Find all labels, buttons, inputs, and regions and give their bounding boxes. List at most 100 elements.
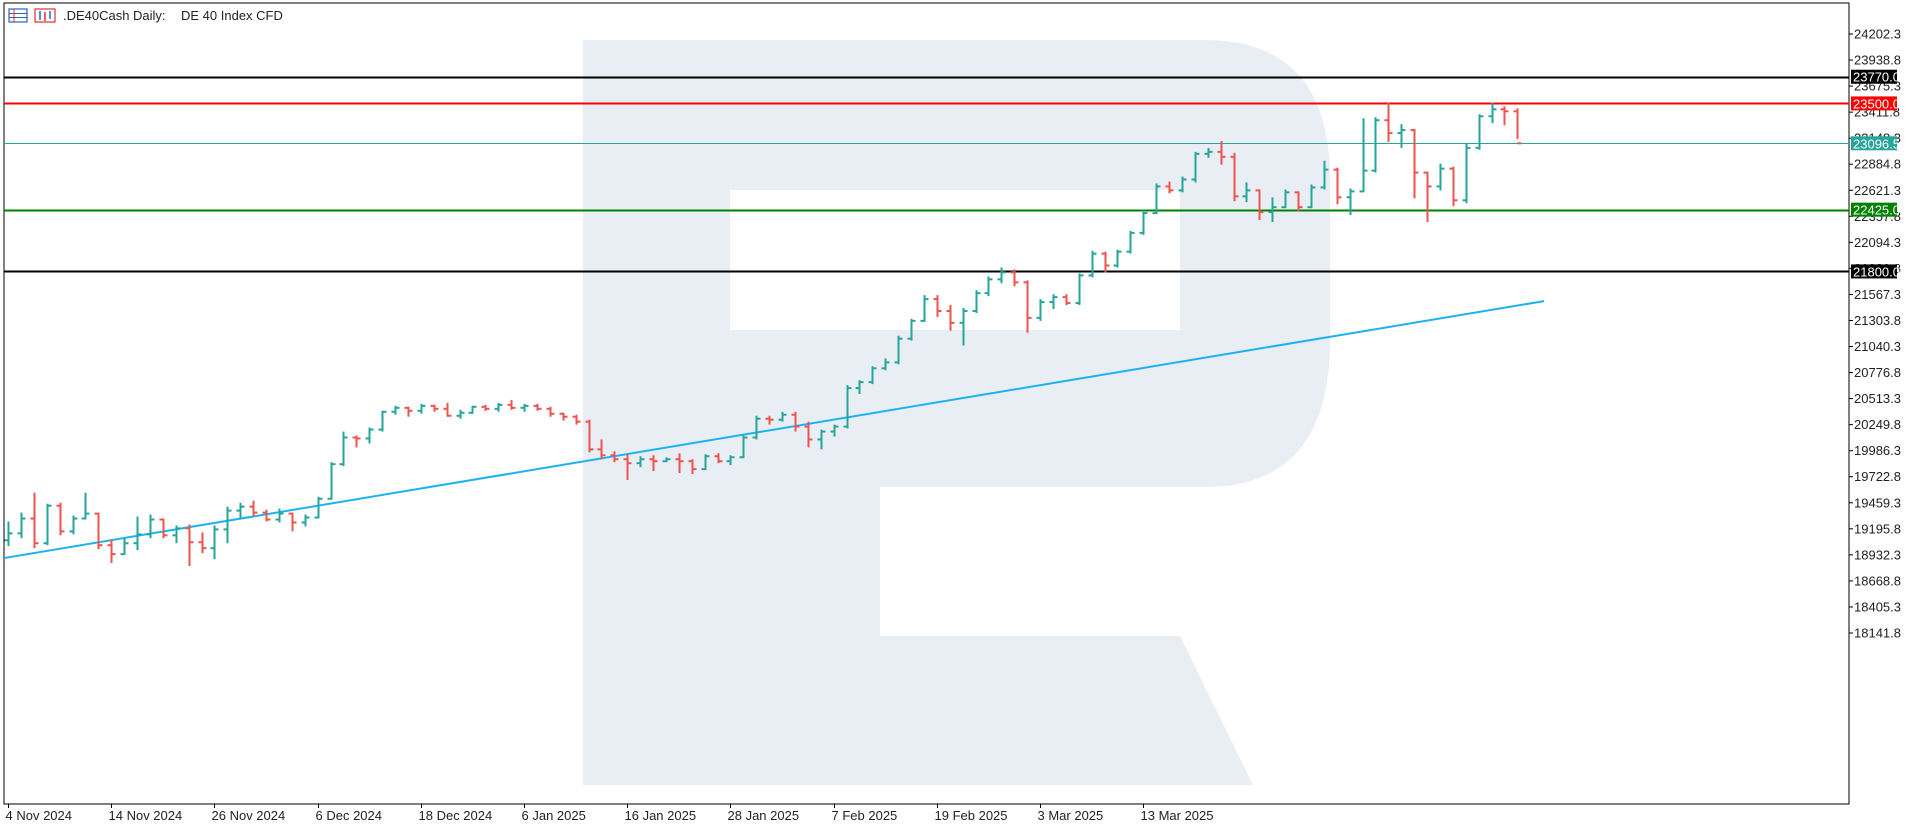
- y-tick-label: 21303.8: [1854, 313, 1901, 328]
- horizontal-levels: [4, 76, 1849, 273]
- ohlc-bar: [223, 506, 232, 544]
- bar-chart-icon[interactable]: [34, 8, 56, 23]
- ohlc-bar: [262, 509, 271, 522]
- ohlc-bar: [855, 380, 864, 394]
- ohlc-bar: [1217, 140, 1226, 165]
- ohlc-bar: [752, 415, 761, 440]
- ohlc-bar: [1230, 152, 1239, 202]
- ohlc-bar: [791, 411, 800, 432]
- table-icon[interactable]: [8, 8, 28, 23]
- ohlc-bar: [1255, 189, 1264, 221]
- y-tick-label: 19722.8: [1854, 469, 1901, 484]
- ohlc-bar: [468, 405, 477, 414]
- ohlc-bar: [146, 514, 155, 539]
- ohlc-bar: [352, 435, 361, 448]
- trendline: [3, 300, 1545, 560]
- ohlc-bar: [1075, 273, 1084, 306]
- ohlc-bar: [1449, 166, 1458, 207]
- ohlc-bar: [81, 492, 90, 520]
- ohlc-bar: [997, 267, 1006, 284]
- chart-header: .DE40Cash Daily: DE 40 Index CFD: [8, 8, 283, 23]
- ohlc-bar: [443, 402, 452, 417]
- y-tick-label: 23938.8: [1854, 53, 1901, 68]
- ohlc-bar: [404, 406, 413, 417]
- ohlc-bar: [339, 431, 348, 467]
- ohlc-bar: [1101, 251, 1110, 273]
- x-tick-label: 13 Mar 2025: [1141, 808, 1214, 823]
- ohlc-bar: [1410, 129, 1419, 199]
- ohlc-bar: [391, 405, 400, 415]
- watermark-r-leg: [880, 636, 1253, 785]
- ohlc-bar: [1010, 269, 1019, 287]
- watermark-r-stem: [583, 40, 730, 785]
- ohlc-bar: [314, 496, 323, 519]
- price-tag-label: 23770.0: [1853, 70, 1900, 85]
- price-tag-range: [1851, 69, 1897, 84]
- ohlc-bar: [120, 538, 129, 556]
- ohlc-bar: [30, 492, 39, 549]
- ohlc-bar: [365, 427, 374, 444]
- ohlc-bar: [1359, 118, 1368, 193]
- ohlc-bar: [494, 402, 503, 412]
- ohlc-bar: [1191, 151, 1200, 183]
- ohlc-bar: [1242, 182, 1251, 203]
- y-tick-label: 18141.8: [1854, 626, 1901, 641]
- y-tick-label: 18405.3: [1854, 599, 1901, 614]
- ohlc-bar: [559, 412, 568, 421]
- y-tick-label: 19195.8: [1854, 521, 1901, 536]
- x-tick-label: 6 Dec 2024: [316, 808, 383, 823]
- ohlc-bar: [714, 453, 723, 464]
- ohlc-bar: [623, 454, 632, 480]
- ohlc-bar: [972, 290, 981, 313]
- ohlc-bar: [1307, 184, 1316, 209]
- ohlc-bar: [572, 414, 581, 425]
- ohlc-bar: [907, 318, 916, 341]
- price-tag-range: [1851, 264, 1897, 279]
- ohlc-bar: [933, 295, 942, 317]
- ohlc-bar: [327, 462, 336, 500]
- symbol-label: .DE40Cash: [63, 8, 129, 23]
- price-tag-label: 21800.0: [1853, 264, 1900, 279]
- watermark-logo: [583, 40, 1330, 785]
- y-tick-label: 19986.3: [1854, 443, 1901, 458]
- time-axis: 4 Nov 2024 14 Nov 2024 26 Nov 2024 6 Dec 20…: [6, 804, 1214, 823]
- ohlc-bar: [1139, 210, 1148, 235]
- ohlc-bar: [636, 456, 645, 468]
- ohlc-bar: [69, 515, 78, 535]
- watermark-r-bowl: [583, 40, 1330, 785]
- ohlc-bar: [610, 451, 619, 463]
- ohlc-bar: [275, 508, 284, 523]
- ohlc-bar: [1500, 106, 1509, 126]
- plot-frame: [3, 2, 1850, 805]
- ohlc-bar: [1384, 102, 1393, 142]
- description-label: DE 40 Index CFD: [181, 8, 283, 23]
- x-tick-label: 14 Nov 2024: [109, 808, 183, 823]
- ohlc-bar: [185, 524, 194, 566]
- ohlc-bar: [507, 399, 516, 410]
- ohlc-bar: [1178, 176, 1187, 193]
- x-tick-label: 16 Jan 2025: [625, 808, 697, 823]
- ohlc-bar: [1513, 108, 1522, 145]
- level-price-tags: 23770.0 23500.0 23096.5 22425.0 21800.0: [1851, 69, 1900, 279]
- y-tick-label: 22884.8: [1854, 157, 1901, 172]
- ohlc-bar: [959, 308, 968, 346]
- ohlc-bar: [1333, 167, 1342, 205]
- ohlc-bar: [1113, 249, 1122, 268]
- y-tick-label: 21567.3: [1854, 287, 1901, 302]
- timeframe-label: Daily:: [133, 8, 166, 23]
- ohlc-bar: [701, 454, 710, 471]
- ohlc-bar: [778, 411, 787, 422]
- ohlc-bar: [881, 358, 890, 371]
- price-tag-label: 23096.5: [1853, 136, 1900, 151]
- ohlc-bar: [920, 295, 929, 322]
- ohlc-bar: [675, 453, 684, 474]
- ohlc-bar: [688, 459, 697, 475]
- y-tick-label: 18932.3: [1854, 547, 1901, 562]
- x-tick-label: 19 Feb 2025: [935, 808, 1008, 823]
- ohlc-bar: [1152, 183, 1161, 215]
- ohlc-bar: [868, 366, 877, 385]
- x-tick-label: 28 Jan 2025: [728, 808, 800, 823]
- ohlc-bar: [1062, 294, 1071, 306]
